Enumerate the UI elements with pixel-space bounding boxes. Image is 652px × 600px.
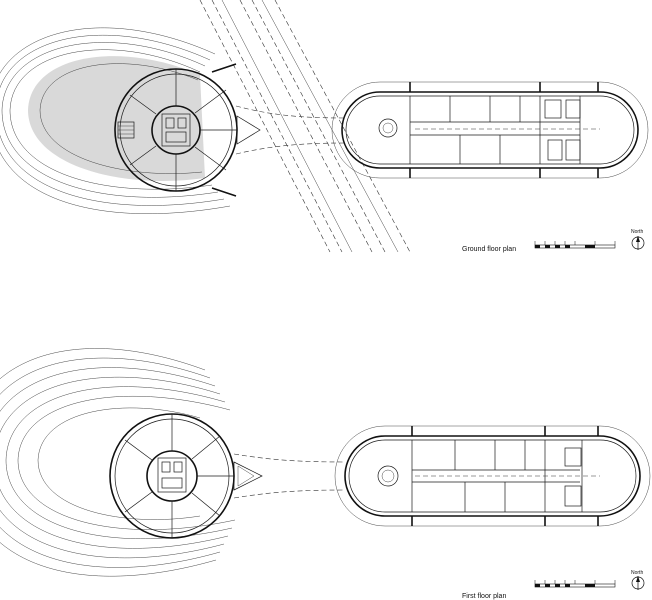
first-landscape-ellipses [0, 348, 236, 577]
ground-north-arrow-icon [631, 236, 645, 250]
first-long-building [334, 425, 651, 527]
ground-north-label: North [631, 229, 643, 235]
first-north-arrow-icon [631, 576, 645, 590]
ground-scale-bar [534, 241, 616, 249]
first-connector-lines [233, 453, 346, 499]
first-floor-plan: First floor plan North [0, 348, 651, 600]
ground-round-building [114, 63, 261, 197]
ground-floor-title: Ground floor plan [462, 246, 516, 253]
ground-long-building [331, 81, 649, 179]
first-round-building [109, 413, 263, 539]
first-north-label: North [631, 570, 643, 576]
ground-diagonal-paths [199, 0, 411, 253]
first-scale-bar [534, 580, 616, 588]
ground-connector-lines [235, 105, 346, 155]
first-floor-title: First floor plan [462, 593, 506, 600]
ground-floor-plan: Ground floor plan North [0, 0, 649, 253]
